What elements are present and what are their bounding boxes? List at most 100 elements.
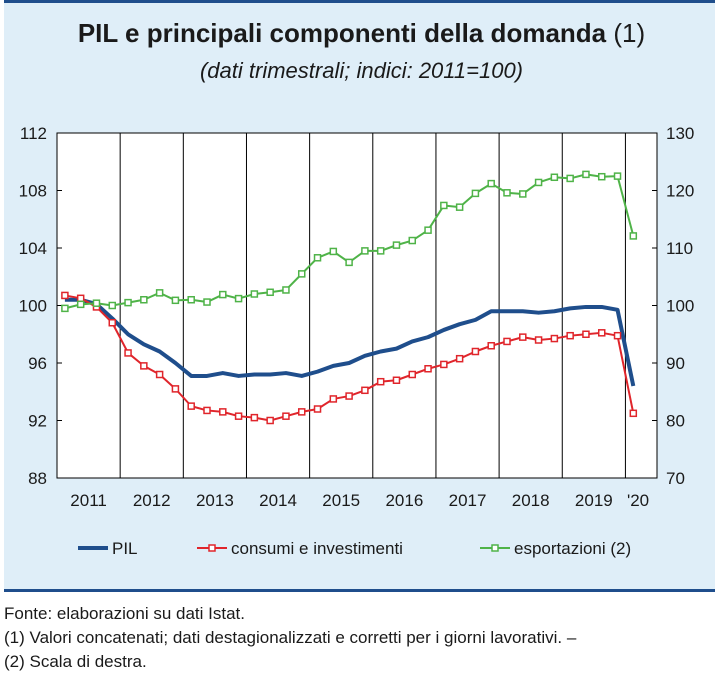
series-marker-2 — [534, 178, 543, 187]
series-marker-2 — [408, 236, 417, 245]
x-tick-label: 2016 — [385, 491, 423, 510]
series-marker-2 — [76, 300, 85, 309]
series-marker-2 — [471, 189, 480, 198]
source-note: Fonte: elaborazioni su dati Istat. — [4, 604, 245, 623]
series-marker-2 — [140, 296, 148, 304]
series-marker-2 — [424, 226, 432, 234]
series-marker-1 — [503, 337, 511, 346]
left-tick-label: 104 — [19, 239, 47, 258]
series-marker-1 — [392, 376, 401, 384]
series-marker-1 — [108, 319, 117, 327]
series-marker-2 — [597, 172, 606, 181]
legend-label-1: consumi e investimenti — [231, 539, 403, 558]
right-tick-label: 130 — [666, 124, 694, 143]
legend-label-2: esportazioni (2) — [514, 539, 631, 558]
panel-bottom-border — [4, 589, 715, 592]
series-marker-1 — [408, 370, 417, 379]
series-marker-2 — [519, 190, 527, 198]
series-marker-2 — [503, 189, 511, 197]
chart-title: PIL e principali componenti della domand… — [0, 18, 723, 49]
footnote-1: (1) Valori concatenati; dati destagional… — [4, 628, 577, 647]
series-marker-1 — [440, 360, 448, 369]
series-marker-2 — [297, 270, 306, 278]
series-marker-1 — [76, 294, 85, 303]
x-tick-label: 2017 — [449, 491, 487, 510]
left-tick-label: 96 — [28, 354, 47, 373]
chart-title-note: (1) — [613, 18, 646, 48]
series-marker-1 — [282, 412, 290, 420]
series-marker-1 — [187, 402, 195, 410]
left-tick-label: 108 — [19, 182, 47, 201]
series-marker-2 — [266, 288, 274, 297]
series-marker-1 — [171, 385, 180, 393]
series-marker-2 — [550, 173, 559, 182]
series-marker-1 — [203, 406, 211, 415]
series-marker-2 — [392, 241, 401, 249]
series-marker-2 — [376, 247, 385, 255]
series-marker-1 — [219, 408, 227, 416]
x-tick-label: 2012 — [133, 491, 171, 510]
series-marker-1 — [613, 331, 622, 340]
series-marker-2 — [313, 254, 322, 262]
series-marker-1 — [629, 409, 638, 418]
series-marker-2 — [566, 174, 574, 183]
series-marker-1 — [124, 349, 132, 357]
series-marker-2 — [613, 172, 622, 180]
series-marker-1 — [519, 333, 527, 341]
series-marker-1 — [361, 386, 369, 395]
left-tick-label: 88 — [28, 469, 47, 488]
legend-swatch-marker-1 — [208, 544, 216, 552]
series-marker-2 — [155, 289, 164, 297]
series-marker-1 — [250, 413, 259, 422]
left-tick-label: 112 — [20, 124, 47, 143]
series-marker-1 — [487, 342, 495, 350]
series-marker-2 — [187, 296, 195, 304]
x-tick-label: 2019 — [575, 491, 613, 510]
right-tick-label: 80 — [666, 412, 685, 431]
series-marker-1 — [155, 370, 164, 379]
series-marker-2 — [234, 294, 243, 303]
series-marker-1 — [471, 347, 480, 356]
chart-title-text: PIL e principali componenti della domand… — [77, 18, 607, 48]
legend-swatch-marker-2 — [491, 544, 499, 552]
series-marker-2 — [487, 179, 495, 188]
series-marker-1 — [597, 329, 606, 337]
plot-area — [57, 133, 657, 478]
series-marker-2 — [582, 170, 590, 179]
series-marker-1 — [455, 354, 464, 363]
series-marker-1 — [313, 405, 322, 413]
series-marker-1 — [234, 412, 243, 420]
x-tick-label: 2011 — [70, 491, 107, 510]
series-marker-1 — [424, 365, 432, 373]
series-marker-2 — [219, 290, 227, 299]
right-tick-label: 70 — [666, 469, 685, 488]
series-marker-1 — [266, 416, 274, 425]
series-marker-1 — [534, 336, 543, 344]
series-marker-1 — [566, 331, 574, 340]
series-marker-2 — [329, 247, 338, 256]
series-marker-2 — [345, 258, 353, 267]
right-tick-label: 100 — [666, 297, 694, 316]
legend-label-0: PIL — [112, 539, 138, 558]
series-marker-2 — [361, 247, 369, 255]
series-marker-2 — [108, 301, 117, 310]
footnote-2: (2) Scala di destra. — [4, 652, 147, 671]
right-tick-label: 110 — [666, 239, 693, 258]
line-chart: 112 108 104 100 96 92 88 130 120 110 100 90 80 70 2011… — [19, 124, 695, 558]
x-tick-label: 2018 — [512, 491, 550, 510]
series-marker-1 — [61, 291, 69, 300]
series-marker-2 — [455, 203, 464, 211]
series-marker-1 — [345, 392, 353, 400]
series-marker-2 — [629, 232, 638, 240]
x-tick-label: 2015 — [322, 491, 360, 510]
series-marker-2 — [124, 298, 132, 307]
series-line-0 — [64, 297, 636, 387]
left-tick-label: 92 — [28, 412, 47, 431]
x-tick-label: '20 — [627, 491, 649, 510]
chart-subtitle: (dati trimestrali; indici: 2011=100) — [199, 58, 524, 83]
x-tick-label: 2013 — [196, 491, 234, 510]
x-tick-label: 2014 — [259, 491, 297, 510]
series-marker-2 — [282, 286, 290, 294]
series-marker-1 — [329, 395, 338, 403]
series-marker-2 — [203, 298, 211, 306]
